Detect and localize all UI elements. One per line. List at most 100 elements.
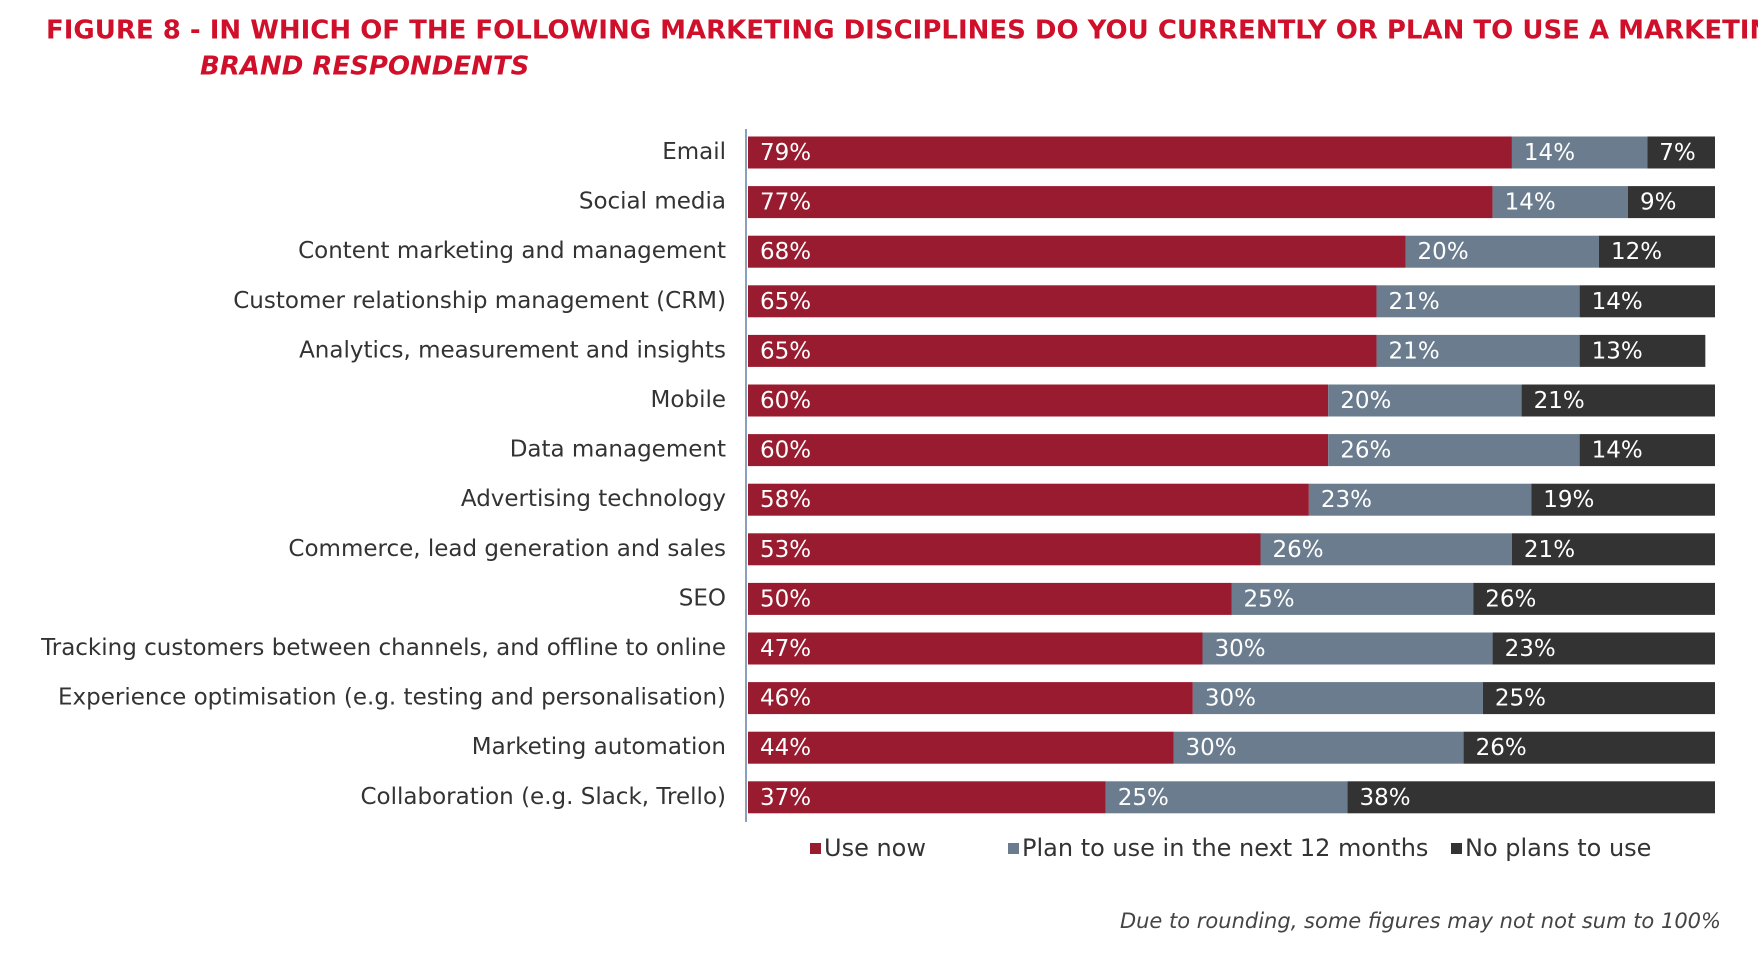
value-label: 23% xyxy=(1321,487,1372,513)
value-label: 14% xyxy=(1505,190,1556,216)
bar-segment xyxy=(1105,781,1348,814)
category-label: Tracking customers between channels, and… xyxy=(40,635,726,661)
chart-subtitle: BRAND RESPONDENTS xyxy=(200,52,529,82)
bar-segment xyxy=(1627,186,1715,219)
bar-segment xyxy=(1463,731,1715,764)
value-label: 50% xyxy=(760,586,811,612)
category-label: Collaboration (e.g. Slack, Trello) xyxy=(360,784,726,810)
category-label: Data management xyxy=(510,437,726,463)
value-label: 79% xyxy=(760,140,811,166)
value-label: 12% xyxy=(1611,239,1662,265)
bar-segment xyxy=(748,632,1203,665)
value-label: 65% xyxy=(760,289,811,315)
bar-segment xyxy=(1202,632,1493,665)
category-label: Content marketing and management xyxy=(298,238,726,264)
bar-segment xyxy=(748,285,1377,318)
bar-segment xyxy=(1405,235,1599,268)
value-label: 14% xyxy=(1592,438,1643,464)
bar-segment xyxy=(1511,136,1648,169)
value-label: 23% xyxy=(1505,636,1556,662)
bar-segment xyxy=(748,235,1406,268)
legend-swatch xyxy=(810,843,821,854)
value-label: 19% xyxy=(1543,487,1594,513)
value-label: 25% xyxy=(1244,586,1295,612)
bar-segment xyxy=(1531,483,1715,516)
value-label: 14% xyxy=(1592,289,1643,315)
bar-segment xyxy=(1376,285,1580,318)
bar-segment xyxy=(748,186,1493,219)
value-label: 14% xyxy=(1524,140,1575,166)
value-label: 26% xyxy=(1273,537,1324,563)
value-label: 9% xyxy=(1640,190,1677,216)
value-label: 26% xyxy=(1485,586,1536,612)
bar-segment xyxy=(748,483,1309,516)
footnote: Due to rounding, some figures may not no… xyxy=(1120,909,1721,933)
bar-segment xyxy=(748,682,1193,715)
bar-segment xyxy=(1328,434,1580,467)
value-label: 37% xyxy=(760,785,811,811)
value-label: 25% xyxy=(1118,785,1169,811)
bar-segment xyxy=(748,434,1329,467)
bar-segment xyxy=(748,582,1232,615)
value-label: 7% xyxy=(1659,140,1696,166)
value-label: 30% xyxy=(1185,735,1236,761)
bar-segment xyxy=(1376,334,1580,367)
value-label: 21% xyxy=(1534,388,1585,414)
bar-segment xyxy=(748,731,1174,764)
bar-segment xyxy=(1347,781,1715,814)
bar-segment xyxy=(748,533,1261,566)
bar-segment xyxy=(1492,186,1628,219)
bar-segment xyxy=(1492,632,1715,665)
legend-label: Use now xyxy=(824,834,926,862)
bar-segment xyxy=(748,781,1106,814)
category-label: Advertising technology xyxy=(461,486,726,512)
bar-segment xyxy=(748,384,1329,417)
value-label: 21% xyxy=(1389,289,1440,315)
value-label: 25% xyxy=(1495,686,1546,712)
category-label: SEO xyxy=(679,585,726,611)
category-label: Social media xyxy=(579,189,726,215)
bar-segment xyxy=(1192,682,1483,715)
bar-segment xyxy=(1173,731,1464,764)
bar-segment xyxy=(1328,384,1522,417)
bar-segment xyxy=(1579,334,1706,367)
value-label: 20% xyxy=(1418,239,1469,265)
value-label: 21% xyxy=(1524,537,1575,563)
bar-segment xyxy=(1231,582,1474,615)
chart-title: FIGURE 8 - IN WHICH OF THE FOLLOWING MAR… xyxy=(46,16,1758,46)
bar-segment xyxy=(1482,682,1715,715)
bar-segment xyxy=(1579,285,1715,318)
bar-segment xyxy=(1260,533,1512,566)
category-label: Commerce, lead generation and sales xyxy=(288,536,726,562)
value-label: 65% xyxy=(760,338,811,364)
category-label: Experience optimisation (e.g. testing an… xyxy=(58,685,726,711)
bar-segment xyxy=(1473,582,1715,615)
value-label: 58% xyxy=(760,487,811,513)
bar-segment xyxy=(1598,235,1715,268)
value-label: 44% xyxy=(760,735,811,761)
bar-segment xyxy=(1579,434,1715,467)
value-label: 30% xyxy=(1205,686,1256,712)
legend-swatch xyxy=(1008,843,1019,854)
bar-segment xyxy=(1521,384,1715,417)
value-label: 53% xyxy=(760,537,811,563)
category-label: Analytics, measurement and insights xyxy=(299,337,726,363)
bar-segment xyxy=(748,136,1512,169)
legend-swatch xyxy=(1451,843,1462,854)
bar-segment xyxy=(748,334,1377,367)
value-label: 47% xyxy=(760,636,811,662)
value-label: 38% xyxy=(1360,785,1411,811)
value-label: 21% xyxy=(1389,338,1440,364)
value-label: 60% xyxy=(760,438,811,464)
bar-segment xyxy=(1511,533,1715,566)
bar-segment xyxy=(1308,483,1532,516)
value-label: 77% xyxy=(760,190,811,216)
legend-label: Plan to use in the next 12 months xyxy=(1022,834,1428,862)
value-label: 60% xyxy=(760,388,811,414)
category-label: Marketing automation xyxy=(472,734,726,760)
value-label: 20% xyxy=(1340,388,1391,414)
value-label: 26% xyxy=(1476,735,1527,761)
category-label: Customer relationship management (CRM) xyxy=(233,288,726,314)
value-label: 26% xyxy=(1340,438,1391,464)
